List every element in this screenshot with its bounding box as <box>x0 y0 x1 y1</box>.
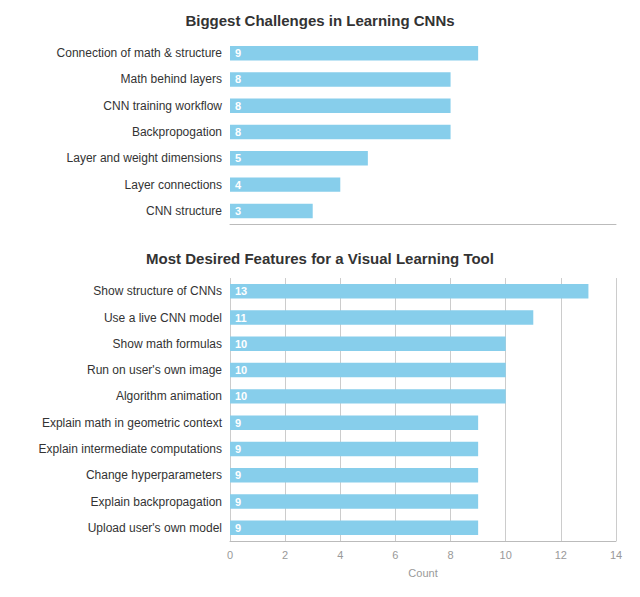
svg-text:Layer and weight dimensions: Layer and weight dimensions <box>67 151 222 165</box>
svg-text:9: 9 <box>235 496 241 508</box>
svg-text:10: 10 <box>235 390 247 402</box>
svg-text:CNN structure: CNN structure <box>146 204 222 218</box>
svg-text:2: 2 <box>282 549 288 561</box>
svg-text:Count: Count <box>408 567 437 579</box>
svg-text:13: 13 <box>235 285 247 297</box>
svg-text:Change hyperparameters: Change hyperparameters <box>86 468 222 482</box>
svg-text:Upload user's own model: Upload user's own model <box>88 521 222 535</box>
svg-text:Backpropogation: Backpropogation <box>132 125 222 139</box>
svg-text:Math behind layers: Math behind layers <box>121 72 222 86</box>
svg-text:9: 9 <box>235 443 241 455</box>
svg-text:14: 14 <box>610 549 622 561</box>
svg-text:9: 9 <box>235 417 241 429</box>
svg-text:3: 3 <box>235 205 241 217</box>
svg-text:Connection of math & structure: Connection of math & structure <box>57 46 223 60</box>
svg-text:6: 6 <box>392 549 398 561</box>
svg-text:4: 4 <box>235 179 242 191</box>
svg-text:CNN training workflow: CNN training workflow <box>103 99 222 113</box>
svg-text:5: 5 <box>235 152 241 164</box>
svg-text:10: 10 <box>235 338 247 350</box>
svg-text:Algorithm animation: Algorithm animation <box>116 389 222 403</box>
svg-text:Most Desired Features for a Vi: Most Desired Features for a Visual Learn… <box>146 250 494 267</box>
svg-text:Explain intermediate computati: Explain intermediate computations <box>39 442 222 456</box>
svg-text:Biggest Challenges in Learning: Biggest Challenges in Learning CNNs <box>185 12 454 29</box>
svg-text:12: 12 <box>555 549 567 561</box>
svg-text:8: 8 <box>235 126 241 138</box>
svg-text:9: 9 <box>235 469 241 481</box>
svg-text:11: 11 <box>235 312 247 324</box>
svg-text:4: 4 <box>337 549 343 561</box>
svg-text:0: 0 <box>227 549 233 561</box>
svg-text:10: 10 <box>235 364 247 376</box>
svg-text:Show structure of CNNs: Show structure of CNNs <box>93 284 222 298</box>
svg-text:Run on user's own image: Run on user's own image <box>87 363 222 377</box>
svg-text:8: 8 <box>448 549 454 561</box>
svg-text:Use a live CNN model: Use a live CNN model <box>104 311 222 325</box>
svg-text:9: 9 <box>235 522 241 534</box>
svg-text:9: 9 <box>235 47 241 59</box>
svg-text:Layer connections: Layer connections <box>125 178 222 192</box>
svg-text:8: 8 <box>235 100 241 112</box>
svg-text:10: 10 <box>500 549 512 561</box>
svg-text:8: 8 <box>235 73 241 85</box>
svg-text:Explain backpropagation: Explain backpropagation <box>91 495 222 509</box>
svg-text:Show math formulas: Show math formulas <box>113 337 222 351</box>
svg-text:Explain math in geometric cont: Explain math in geometric context <box>42 416 223 430</box>
